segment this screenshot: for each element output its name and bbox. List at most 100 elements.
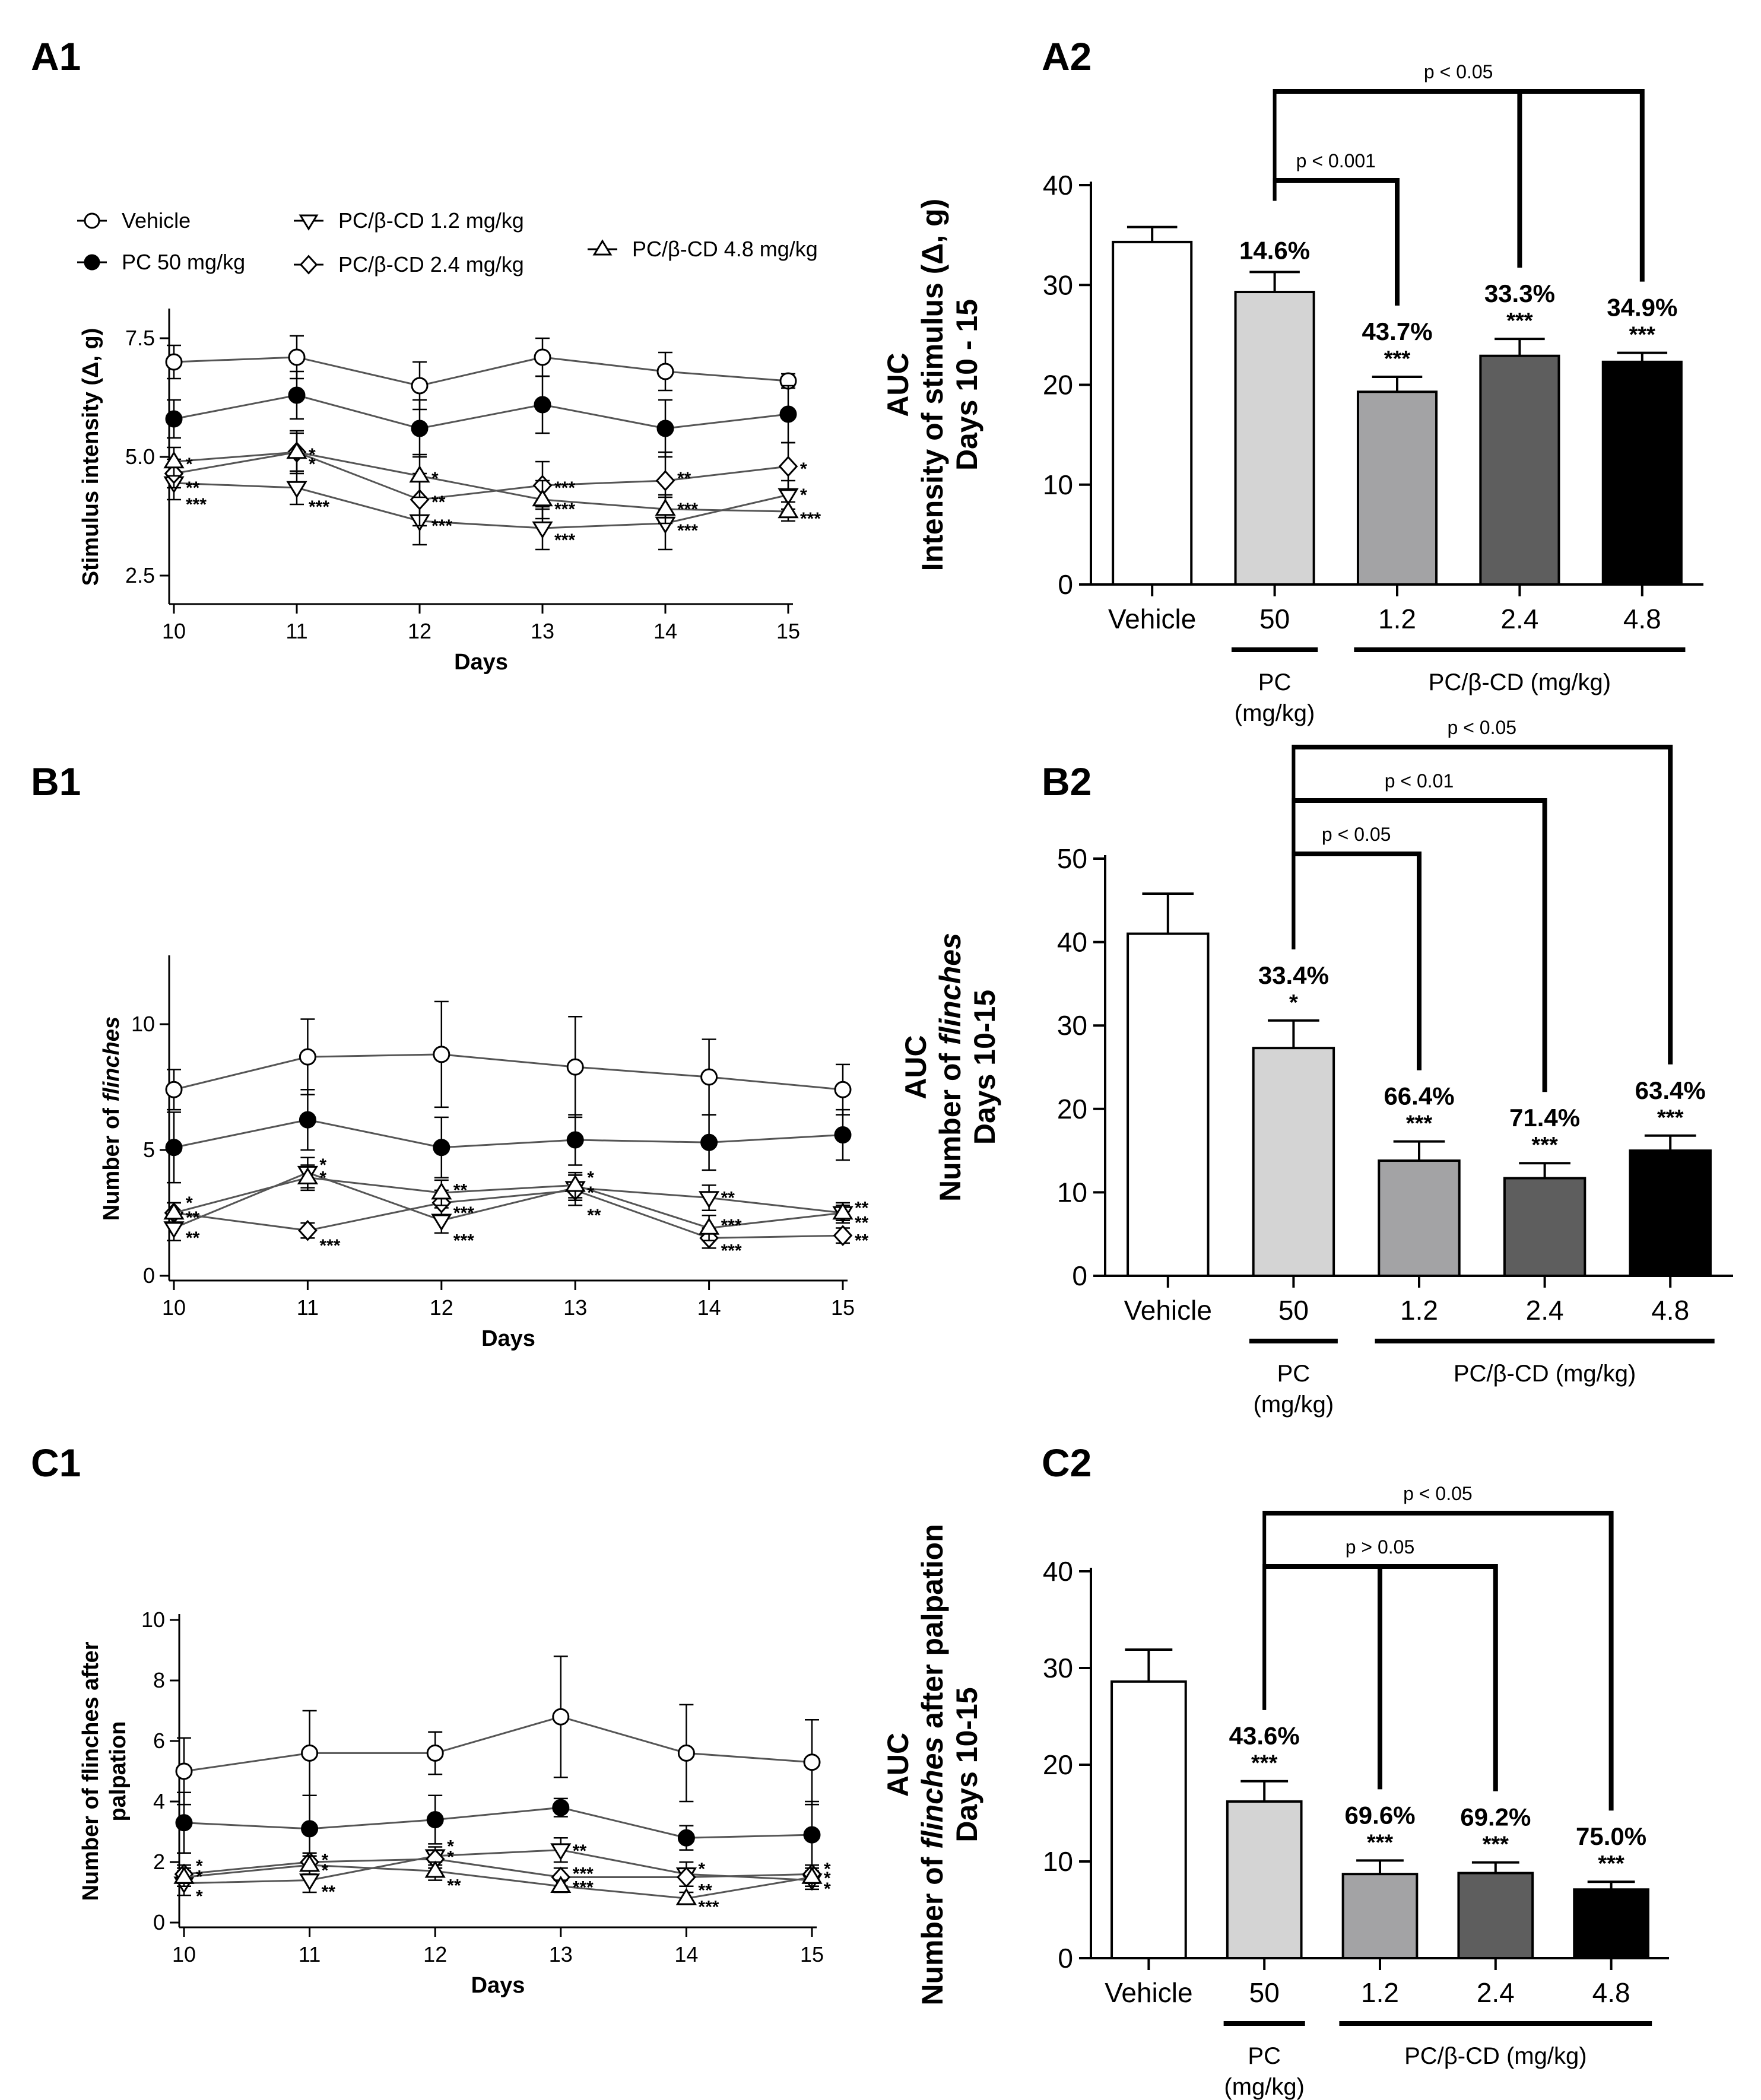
data-point xyxy=(299,1854,321,1872)
legend-marker xyxy=(299,255,318,275)
significance-mark: ** xyxy=(431,493,446,512)
series-line xyxy=(173,451,789,513)
data-point xyxy=(299,1873,321,1891)
bar xyxy=(1356,390,1438,586)
series-line xyxy=(173,451,789,501)
data-point xyxy=(175,1814,193,1832)
data-point xyxy=(431,1182,452,1200)
x-tick-label: 14 xyxy=(674,1942,698,1966)
y-tick-label: 2 xyxy=(153,1850,165,1874)
x-tick-label: 15 xyxy=(776,619,800,643)
significance-mark: ** xyxy=(855,1213,869,1233)
data-point xyxy=(288,386,306,404)
y-tick-label: 0 xyxy=(153,1910,165,1934)
y-tick-label: 20 xyxy=(1057,1094,1087,1124)
y-tick-label: 30 xyxy=(1043,1653,1073,1683)
y-axis-title: Days 10-15 xyxy=(968,990,1001,1145)
panel-label: B2 xyxy=(1042,760,1091,803)
y-axis-title: Stimulus intensity (Δ, g) xyxy=(78,328,103,586)
y-axis-title-italic: flinches xyxy=(934,933,967,1045)
significance-mark: *** xyxy=(309,497,329,517)
panel-label: A1 xyxy=(31,34,81,78)
significance-mark: * xyxy=(319,1155,326,1175)
y-axis-title-part: after palpation xyxy=(916,1524,949,1736)
data-point xyxy=(655,498,676,516)
significance-mark: * xyxy=(1289,990,1298,1015)
significance-mark: *** xyxy=(1531,1133,1558,1158)
y-tick-label: 10 xyxy=(141,1607,165,1632)
significance-mark: *** xyxy=(186,495,207,514)
series-line xyxy=(173,1171,843,1229)
y-axis-title-italic: flinches xyxy=(99,1016,124,1102)
data-point xyxy=(778,456,798,477)
y-tick-label: 0 xyxy=(1072,1260,1087,1291)
data-point xyxy=(534,348,551,366)
x-tick-label: 2.4 xyxy=(1500,603,1538,634)
y-axis-title-part: Number of xyxy=(934,1045,967,1202)
bar xyxy=(1234,291,1315,586)
x-axis-title: Days xyxy=(471,1973,525,1998)
y-axis-title: Number of flinches xyxy=(99,1016,124,1221)
group-label: PC xyxy=(1277,1361,1311,1387)
significance-mark: *** xyxy=(1483,1832,1509,1857)
x-tick-label: Vehicle xyxy=(1105,1977,1192,2008)
series-line xyxy=(173,1189,843,1239)
p-value-label: p < 0.001 xyxy=(1296,150,1376,171)
data-point xyxy=(677,1744,695,1762)
x-tick-label: 15 xyxy=(831,1295,855,1320)
x-tick-label: 14 xyxy=(653,619,677,643)
significance-mark: *** xyxy=(1251,1751,1278,1776)
y-tick-label: 10 xyxy=(1043,1846,1073,1877)
bar xyxy=(1110,1680,1187,1960)
percent-label: 69.2% xyxy=(1460,1803,1531,1831)
data-point xyxy=(411,420,429,437)
percent-label: 33.4% xyxy=(1258,961,1329,989)
data-point xyxy=(163,451,185,469)
y-axis-title: Days 10 - 15 xyxy=(950,299,983,471)
series-line xyxy=(173,482,789,529)
x-tick-label: Vehicle xyxy=(1108,603,1196,634)
legend-label: PC/β-CD 2.4 mg/kg xyxy=(338,252,524,277)
x-tick-label: 4.8 xyxy=(1651,1295,1689,1326)
significance-mark: * xyxy=(186,455,193,474)
y-axis-title: AUC xyxy=(899,1035,932,1099)
percent-label: 34.9% xyxy=(1607,294,1677,322)
significance-mark: ** xyxy=(447,1876,461,1896)
data-point xyxy=(409,465,430,483)
series-line xyxy=(173,1053,843,1091)
x-axis-title: Days xyxy=(454,650,508,675)
y-tick-label: 7.5 xyxy=(125,326,155,350)
significance-mark: * xyxy=(587,1183,594,1203)
x-tick-label: 13 xyxy=(563,1295,587,1320)
x-tick-label: 10 xyxy=(162,619,186,643)
bar xyxy=(1252,1047,1335,1277)
significance-mark: *** xyxy=(453,1203,474,1223)
data-point xyxy=(803,1753,821,1771)
data-point xyxy=(433,1046,450,1063)
y-tick-label: 4 xyxy=(153,1789,165,1813)
x-tick-label: 1.2 xyxy=(1361,1977,1399,2008)
percent-label: 63.4% xyxy=(1635,1076,1706,1104)
x-axis-title: Days xyxy=(481,1326,535,1351)
bar xyxy=(1127,932,1210,1278)
y-tick-label: 40 xyxy=(1057,927,1087,958)
y-tick-label: 20 xyxy=(1043,370,1073,401)
series-line xyxy=(183,1858,813,1878)
group-label: PC/β-CD (mg/kg) xyxy=(1454,1361,1636,1387)
significance-mark: * xyxy=(309,445,316,465)
data-point xyxy=(655,470,675,491)
x-tick-label: 2.4 xyxy=(1526,1295,1564,1326)
bar xyxy=(1573,1888,1649,1960)
significance-mark: *** xyxy=(677,521,698,541)
significance-mark: ** xyxy=(855,1231,869,1250)
significance-mark: *** xyxy=(677,500,698,519)
x-tick-label: 10 xyxy=(162,1295,186,1320)
data-point xyxy=(656,363,674,380)
significance-mark: * xyxy=(824,1860,831,1879)
significance-mark: *** xyxy=(1506,309,1533,333)
data-point xyxy=(677,1866,696,1888)
significance-mark: *** xyxy=(573,1877,594,1897)
y-tick-label: 20 xyxy=(1043,1749,1073,1780)
